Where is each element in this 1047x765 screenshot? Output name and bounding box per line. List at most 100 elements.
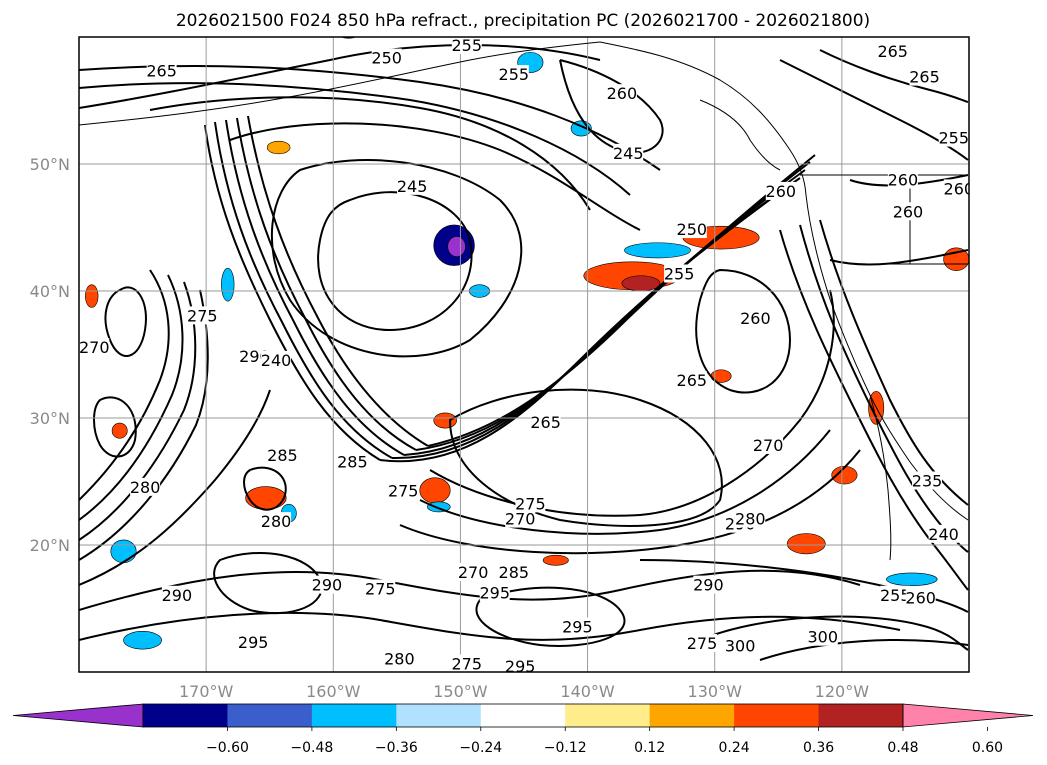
contour-label-background [371, 48, 402, 67]
precip-region [221, 267, 235, 302]
colorbar-tick-label: 0.60 [972, 740, 1003, 756]
latitude-tick-label: 50°N [30, 155, 70, 174]
contour-label: 285 [337, 452, 368, 471]
colorbar-swatch [311, 704, 397, 727]
contour-label: 295 [238, 633, 269, 652]
contour-label-background [740, 308, 771, 327]
contour-label: 245 [397, 177, 428, 196]
contour-label: 260 [740, 309, 771, 328]
longitude-tick-label: 130°W [688, 682, 743, 701]
longitude-tick-label: 120°W [815, 682, 870, 701]
precip-region [85, 284, 99, 308]
contour-label: 255 [880, 586, 911, 605]
contour-label-background [458, 562, 489, 581]
longitude-tick-label: 150°W [433, 682, 488, 701]
contour-label-background [498, 562, 529, 581]
contour-label: 255 [664, 264, 695, 283]
contour-label: 255 [938, 129, 969, 148]
precip-region [266, 140, 291, 155]
contour-label: 260 [766, 182, 797, 201]
colorbar-tick-label: 0.36 [803, 740, 834, 756]
contour-label: 260 [905, 588, 936, 607]
contour-label: 285 [499, 563, 530, 582]
coastlines [79, 41, 969, 561]
contour-label-background [676, 220, 707, 239]
chart-title: 2026021500 F024 850 hPa refract., precip… [176, 11, 870, 31]
precip-region [621, 275, 661, 292]
contour-label: 265 [530, 413, 561, 432]
colorbar-swatch [565, 704, 651, 727]
contour-label: 295 [562, 618, 593, 637]
map-frame [78, 36, 970, 673]
contour-label-background [515, 494, 546, 513]
colorbar-swatch [227, 704, 313, 727]
colorbar-swatch [649, 704, 735, 727]
precip-region [419, 477, 451, 504]
colorbar-swatch [480, 704, 566, 727]
contour-label-background [161, 585, 192, 604]
contour-label-background [261, 350, 292, 369]
contour-label: 260 [607, 84, 638, 103]
contour-label: 240 [261, 351, 292, 370]
colorbar-outline [142, 703, 904, 728]
contour-label-background [479, 583, 510, 602]
contour-label-background [765, 181, 796, 200]
contour-label: 285 [267, 446, 298, 465]
contour-label-background [388, 481, 419, 500]
contour-label: 265 [877, 42, 908, 61]
contour-label: 290 [162, 586, 193, 605]
contour-label: 265 [146, 61, 177, 80]
contour-label: 260 [888, 171, 919, 190]
contour-label: 270 [753, 436, 784, 455]
contour-label: 280 [735, 510, 766, 529]
precip-region [786, 533, 826, 555]
colorbar-tick-label: 0.48 [887, 740, 918, 756]
refractivity-contours [79, 44, 969, 661]
colorbar-tick-label: 0.24 [719, 740, 750, 756]
contour-label-background [912, 471, 943, 490]
contour-label-background [687, 634, 717, 653]
colorbar-tick-label: −0.48 [290, 740, 333, 756]
contour-label-background [187, 306, 218, 325]
contour-label: 260 [893, 202, 924, 221]
contour-label-background [130, 477, 161, 496]
contour-label-background [505, 656, 536, 672]
contour-label-background [79, 338, 110, 357]
contour-label: 275 [388, 482, 419, 501]
contour-label-background [664, 264, 695, 283]
contour-label-background [530, 413, 561, 432]
contour-label: 290 [693, 576, 724, 595]
latitude-tick-label: 40°N [30, 282, 70, 301]
contour-label: 300 [725, 637, 756, 656]
longitude-tick-label: 160°W [306, 682, 361, 701]
contour-label: 270 [505, 510, 536, 529]
contour-label: 270 [79, 338, 110, 357]
colorbar-swatch [818, 704, 904, 727]
contour-label-background [397, 176, 428, 195]
contour-label: 265 [677, 371, 708, 390]
contour-label: 295 [479, 583, 510, 602]
contour-label: 280 [384, 649, 415, 668]
contour-label-background [928, 524, 959, 543]
colorbar-swatch [143, 704, 228, 727]
contour-label-background [606, 84, 637, 103]
longitude-tick-labels: 170°W 160°W 150°W 140°W 130°W 120°W [179, 682, 869, 701]
precip-region [110, 539, 137, 564]
contour-label: 275 [187, 306, 218, 325]
contour-label-background [365, 579, 396, 598]
contour-label-background [613, 143, 644, 162]
contour-label-background [753, 435, 784, 454]
contour-label: 295 [505, 657, 536, 676]
contour-label: 265 [909, 68, 940, 87]
contour-label-background [267, 446, 298, 465]
contour-label: 260 [944, 179, 975, 198]
contour-label: 275 [687, 634, 718, 653]
contour-label-background [261, 512, 292, 531]
contour-label-background [880, 585, 911, 604]
longitude-tick-label: 140°W [560, 682, 615, 701]
colorbar-swatch [396, 704, 482, 727]
precip-region [433, 412, 457, 429]
contour-label-background [693, 575, 724, 594]
